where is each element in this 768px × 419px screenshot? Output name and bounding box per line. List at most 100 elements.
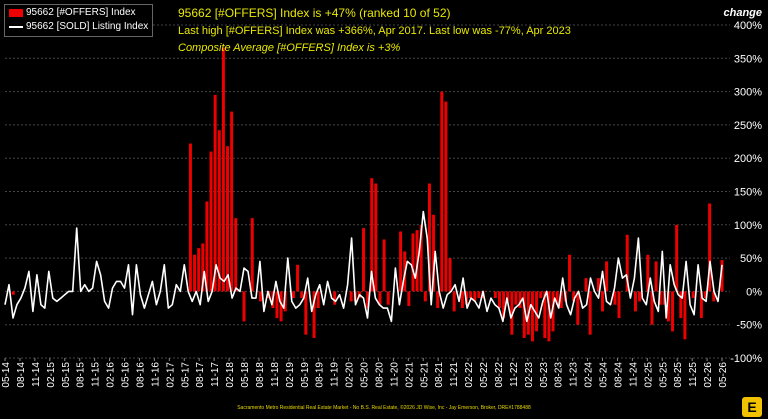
offers-bar [11,291,15,295]
offers-bar [423,291,427,302]
grid-lines [5,24,730,359]
annotation-composite: Composite Average [#OFFERS] Index is +3% [178,42,401,54]
x-tick-label: 02-20 [345,362,356,388]
offers-bar [234,218,238,292]
offers-bar [209,151,213,292]
y-tick-label: 0% [746,286,762,298]
offers-bar [242,291,246,322]
offers-bar [432,214,436,292]
sold-index-line [4,210,723,323]
y-tick-label: -100% [730,353,762,365]
offers-bar [712,291,716,302]
x-tick-label: 02-26 [703,362,714,388]
offers-bar [258,291,262,302]
offers-bar [572,291,576,302]
offers-bar [510,291,514,335]
offers-bar [683,291,687,340]
x-tick-label: 08-22 [494,362,505,388]
offers-bar [497,291,501,309]
x-tick-label: 11-19 [330,362,341,387]
offers-bar [596,278,600,292]
y-tick-label: 50% [740,253,762,265]
x-tick-label: 02-21 [404,362,415,388]
x-tick-label: 02-17 [165,362,176,388]
offers-bar [551,291,555,332]
offers-bar [555,291,559,305]
offers-bar [671,291,675,332]
offers-bar [514,291,518,305]
annotation-current: 95662 [#OFFERS] Index is +47% (ranked 10… [178,6,451,20]
x-tick-label: 05-19 [300,362,311,388]
bar-series [11,47,724,342]
x-tick-label: 02-19 [285,362,296,388]
offers-bar [304,291,308,335]
x-tick-label: 08-19 [315,362,326,388]
line-series [4,210,723,323]
x-tick-label: 05-22 [479,362,490,388]
legend-item-sold: 95662 [SOLD] Listing Index [9,20,148,34]
offers-bar [559,291,563,309]
offers-bar [312,291,316,339]
y-tick-label: 150% [734,187,762,199]
offers-bar [493,291,497,299]
offers-bar [333,291,337,305]
y-axis-title: change [723,7,762,19]
offers-bar [275,291,279,319]
offers-bar [646,254,650,292]
offers-bar [197,248,201,292]
y-tick-label: 350% [734,53,762,65]
x-tick-label: 11-22 [509,362,520,387]
offers-bar [658,291,662,305]
x-tick-label: 11-18 [270,362,281,387]
offers-bar [411,233,415,292]
offers-bar [349,291,353,302]
x-tick-label: 02-24 [584,362,595,388]
offers-bar [625,234,629,292]
offers-bar [704,291,708,299]
legend-swatch-line [9,26,23,28]
x-tick-label: 11-20 [389,362,400,387]
offers-bar [226,146,230,292]
legend: 95662 [#OFFERS] Index 95662 [SOLD] Listi… [4,4,154,37]
offers-bar [291,291,295,299]
offers-bar [370,178,374,292]
x-tick-label: 05-15 [61,362,72,388]
x-tick-label: 11-15 [91,362,102,387]
x-tick-label: 02-22 [464,362,475,388]
offers-bar [448,258,452,292]
x-tick-label: 05-16 [121,362,132,388]
offers-bar [469,291,473,299]
offers-bar [201,243,205,292]
x-tick-label: 08-20 [374,362,385,388]
y-tick-label: -50% [736,320,762,332]
x-tick-label: 11-21 [449,362,460,387]
offers-bar [518,291,522,309]
footer-credit: Sacramento Metro Residential Real Estate… [237,405,531,411]
offers-bar [720,260,724,292]
offers-bar [605,261,609,292]
y-tick-label: 300% [734,87,762,99]
offers-bar [399,231,403,292]
x-tick-label: 08-17 [195,362,206,388]
offers-bar [477,291,481,299]
offers-bar [506,291,510,302]
offers-bar [543,291,547,339]
x-tick-label: 08-15 [76,362,87,388]
offers-bar [374,183,378,292]
offers-bar [502,291,506,319]
offers-bar [699,291,703,319]
offers-bar [250,218,254,292]
offers-bar [362,228,365,292]
offers-bar [535,291,539,332]
x-tick-label: 08-23 [554,362,565,388]
y-tick-labels: 400% 350% 300% 250% 200% 150% 100% 50% 0% -50% -10… [730,20,762,365]
offers-bar [460,291,464,309]
x-tick-label: 08-24 [613,362,624,388]
x-tick-label: 11-16 [150,362,161,387]
offers-bar [654,261,658,292]
offers-bar [213,94,217,292]
x-tick-label: 11-23 [569,362,580,387]
offers-bar [539,291,543,299]
offers-bar [316,291,320,309]
x-tick-label: 02-18 [225,362,236,388]
